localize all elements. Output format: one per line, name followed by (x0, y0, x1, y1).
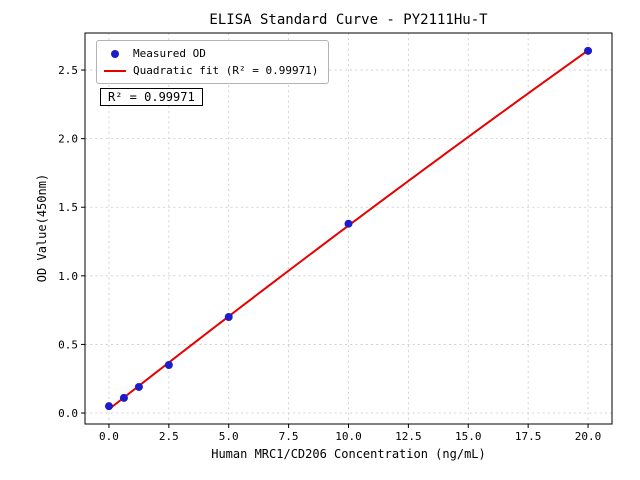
svg-text:1.0: 1.0 (58, 270, 78, 283)
svg-text:0.0: 0.0 (58, 407, 78, 420)
svg-text:17.5: 17.5 (515, 430, 542, 443)
svg-text:7.5: 7.5 (279, 430, 299, 443)
svg-text:2.5: 2.5 (159, 430, 179, 443)
svg-text:2.5: 2.5 (58, 64, 78, 77)
scatter-marker-icon (111, 49, 119, 58)
svg-text:10.0: 10.0 (335, 430, 362, 443)
svg-text:0.0: 0.0 (99, 430, 119, 443)
line-marker-icon (104, 69, 126, 72)
legend-item-measured-od: Measured OD (104, 45, 318, 62)
legend: Measured OD Quadratic fit (R² = 0.99971) (96, 40, 330, 84)
legend-item-quadratic-fit: Quadratic fit (R² = 0.99971) (104, 62, 318, 79)
chart-title: ELISA Standard Curve - PY2111Hu-T (209, 12, 488, 28)
svg-text:20.0: 20.0 (575, 430, 602, 443)
svg-text:5.0: 5.0 (219, 430, 239, 443)
svg-text:0.5: 0.5 (58, 338, 78, 351)
x-axis-label: Human MRC1/CD206 Concentration (ng/mL) (211, 447, 486, 461)
svg-text:1.5: 1.5 (58, 201, 78, 214)
r-squared-annotation: R² = 0.99971 (100, 88, 203, 106)
y-axis-label: OD Value(450nm) (35, 173, 49, 283)
legend-label-measured-od: Measured OD (133, 47, 206, 60)
svg-text:12.5: 12.5 (395, 430, 422, 443)
svg-text:15.0: 15.0 (455, 430, 482, 443)
legend-label-quadratic-fit: Quadratic fit (R² = 0.99971) (133, 64, 319, 77)
svg-text:2.0: 2.0 (58, 133, 78, 146)
